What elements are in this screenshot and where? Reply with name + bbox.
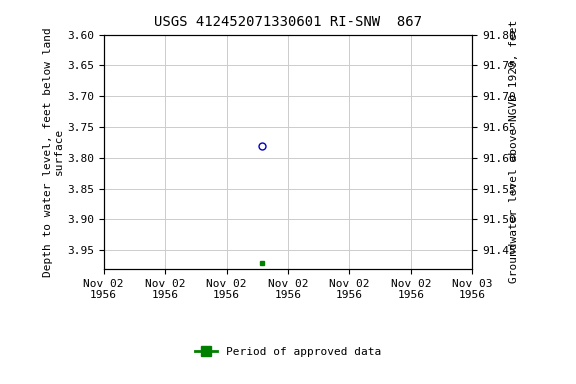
Title: USGS 412452071330601 RI-SNW  867: USGS 412452071330601 RI-SNW 867 — [154, 15, 422, 29]
Y-axis label: Depth to water level, feet below land
surface: Depth to water level, feet below land su… — [43, 27, 64, 276]
Legend: Period of approved data: Period of approved data — [191, 343, 385, 362]
Y-axis label: Groundwater level above NGVD 1929, feet: Groundwater level above NGVD 1929, feet — [509, 20, 518, 283]
